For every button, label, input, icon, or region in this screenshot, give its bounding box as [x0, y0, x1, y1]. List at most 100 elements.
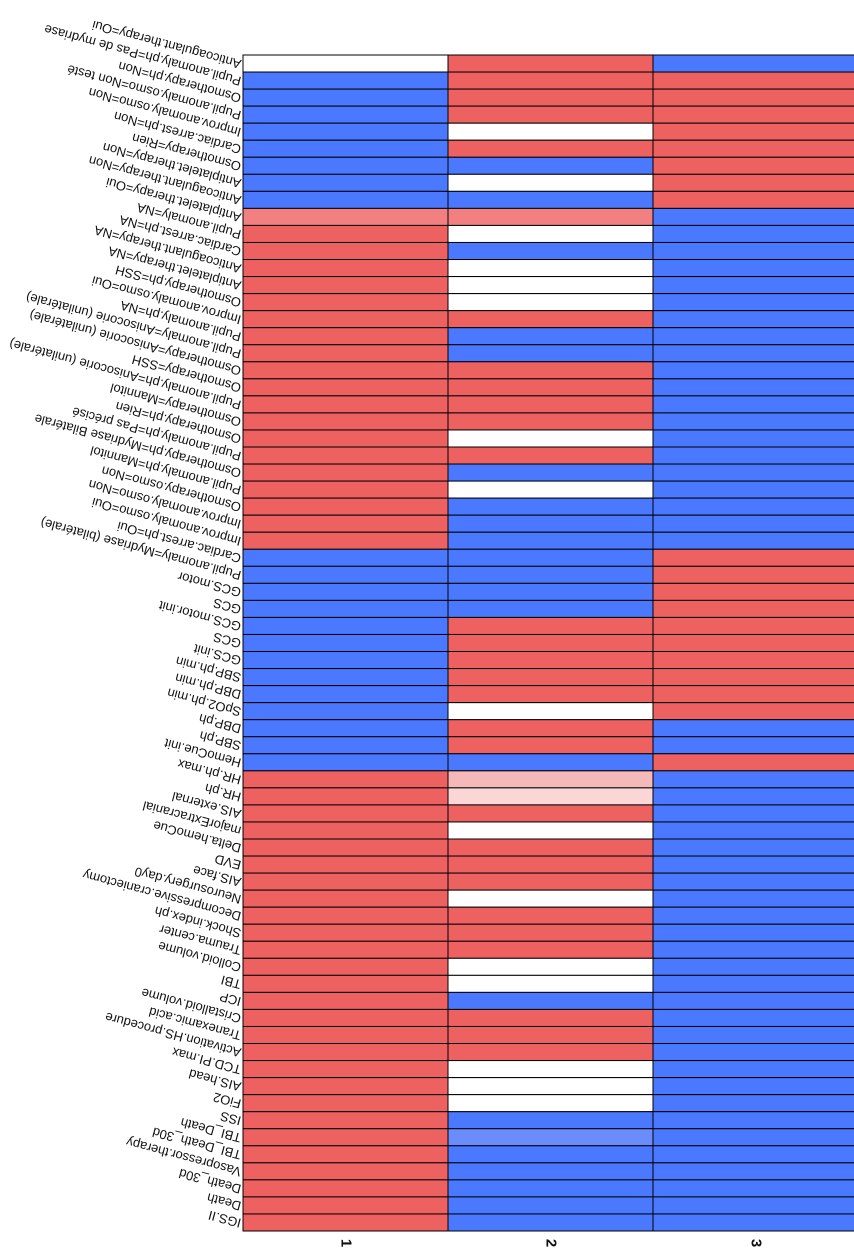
heatmap-cell	[447, 633, 654, 653]
heatmap-cell	[242, 71, 449, 90]
heatmap-cell	[652, 1060, 854, 1079]
heatmap-cell	[652, 207, 854, 226]
heatmap-cell	[447, 753, 654, 772]
heatmap-cell	[242, 787, 449, 806]
heatmap-cell	[447, 480, 654, 499]
heatmap-cell	[242, 1008, 449, 1027]
heatmap-cell	[242, 361, 449, 380]
heatmap-cell	[652, 293, 854, 312]
heatmap-cell	[242, 88, 449, 107]
heatmap-cell	[652, 276, 854, 295]
heatmap-cell	[447, 105, 654, 124]
row-label: ISS	[218, 1108, 242, 1128]
heatmap-cell	[242, 940, 449, 959]
heatmap-cell	[447, 361, 654, 380]
heatmap-cell	[447, 224, 654, 243]
heatmap-cell	[652, 940, 854, 959]
heatmap-cell	[652, 1196, 854, 1215]
heatmap-cell	[652, 429, 854, 448]
heatmap-cell	[447, 957, 654, 976]
heatmap-cell	[652, 361, 854, 380]
heatmap-cell	[652, 685, 854, 704]
heatmap-cell	[447, 702, 654, 721]
heatmap-cell	[447, 190, 654, 209]
heatmap-cell	[447, 463, 654, 482]
heatmap-cell	[447, 241, 654, 261]
heatmap-cell	[447, 1060, 654, 1079]
heatmap-cell	[242, 1077, 449, 1096]
heatmap-cell	[652, 548, 854, 567]
heatmap-cell	[652, 88, 854, 107]
heatmap-cell	[242, 207, 449, 226]
column-label: 3	[748, 1239, 765, 1247]
row-label: ICP	[218, 989, 243, 1009]
heatmap-cell	[652, 633, 854, 653]
heatmap-cell	[447, 1043, 654, 1062]
heatmap-cell	[447, 787, 654, 806]
heatmap-cell	[652, 395, 854, 414]
heatmap-cell	[652, 412, 854, 431]
heatmap-cell	[447, 1025, 654, 1045]
heatmap-cell	[242, 1196, 449, 1215]
heatmap-cell	[242, 872, 449, 891]
heatmap-cell	[242, 1111, 449, 1130]
heatmap-cell	[242, 770, 449, 789]
heatmap-cell	[652, 497, 854, 516]
heatmap-cell	[652, 889, 854, 908]
heatmap-cell	[652, 855, 854, 874]
heatmap-cell	[447, 923, 654, 942]
heatmap-cell	[242, 991, 449, 1010]
row-label: EVD	[213, 851, 243, 872]
heatmap-cell	[242, 276, 449, 295]
heatmap-cell	[242, 855, 449, 874]
heatmap-cell	[242, 310, 449, 329]
row-label: GCS	[211, 629, 242, 651]
heatmap-cell	[652, 480, 854, 499]
heatmap-cell	[652, 1094, 854, 1113]
heatmap-cell	[447, 207, 654, 226]
heatmap-cell	[447, 1077, 654, 1096]
heatmap-cell	[447, 565, 654, 584]
heatmap-cell	[242, 974, 449, 993]
heatmap-cell	[652, 599, 854, 618]
heatmap-cell	[652, 344, 854, 363]
heatmap-cell	[447, 889, 654, 908]
heatmap-cell	[242, 139, 449, 158]
heatmap-cell	[447, 310, 654, 329]
heatmap-cell	[447, 719, 654, 738]
heatmap-cell	[652, 71, 854, 90]
heatmap-cell	[447, 429, 654, 448]
heatmap-cell	[652, 173, 854, 192]
heatmap-cell	[652, 1077, 854, 1096]
heatmap-cell	[447, 1196, 654, 1215]
heatmap-cell	[242, 105, 449, 124]
heatmap-cell	[242, 565, 449, 584]
heatmap-cell	[242, 327, 449, 346]
heatmap-cell	[242, 463, 449, 482]
heatmap-cell	[242, 514, 449, 533]
heatmap-cell	[242, 838, 449, 857]
heatmap-cell	[447, 906, 654, 925]
heatmap-cell	[242, 395, 449, 414]
heatmap-cell	[447, 1008, 654, 1027]
heatmap-cell	[242, 668, 449, 687]
heatmap-cell	[242, 753, 449, 772]
heatmap-cell	[652, 736, 854, 755]
row-label: GCS	[211, 595, 242, 617]
heatmap-cell	[447, 872, 654, 891]
heatmap-cell	[242, 633, 449, 653]
heatmap-cell	[652, 702, 854, 721]
heatmap-cells	[242, 54, 854, 1232]
heatmap-cell	[652, 1213, 854, 1232]
heatmap-cell	[242, 599, 449, 618]
heatmap-cell	[447, 1094, 654, 1113]
heatmap-cell	[652, 923, 854, 942]
heatmap-cell	[447, 1162, 654, 1181]
heatmap-cell	[652, 531, 854, 550]
heatmap-cell	[447, 736, 654, 755]
row-label: TBI	[219, 972, 242, 992]
heatmap-cell	[447, 259, 654, 278]
heatmap-cell	[242, 736, 449, 755]
heatmap-cell	[652, 991, 854, 1010]
heatmap-cell	[652, 906, 854, 925]
